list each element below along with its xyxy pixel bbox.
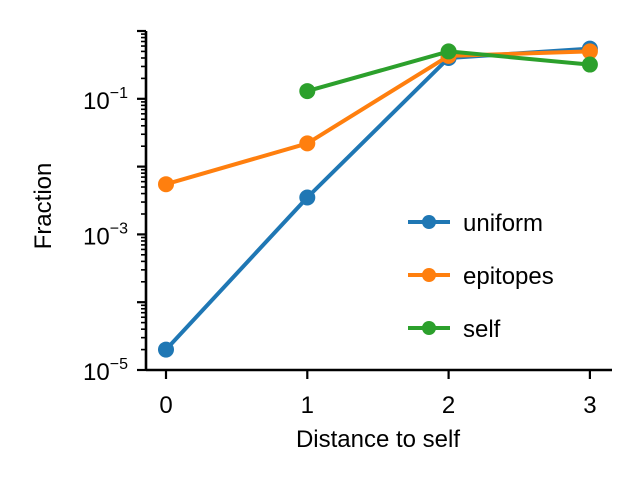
legend-item-epitopes: epitopes [408,263,554,290]
x-tick-label: 3 [583,392,596,419]
series-layer [158,40,598,358]
data-point-self [581,56,598,73]
x-axis-ticks: 0 1 2 3 [159,370,597,419]
legend-swatch-marker [422,321,436,335]
data-point-epitopes [581,43,598,60]
legend-label: self [463,316,501,343]
series-uniform [158,40,598,358]
data-point-epitopes [158,176,174,193]
x-axis-label: Distance to self [296,426,460,453]
series-self [299,43,598,100]
x-tick-label: 1 [301,392,314,419]
data-point-epitopes [299,135,316,152]
legend-swatch-marker [422,215,436,229]
y-axis-label: Fraction [30,163,57,250]
legend-label: uniform [463,210,543,237]
x-tick-label: 0 [159,392,172,419]
data-point-self [299,83,316,100]
y-axis-ticks: 10−5 10−3 10−1 [83,29,146,386]
series-epitopes [158,43,598,193]
legend-label: epitopes [463,263,554,290]
legend-swatch-marker [422,268,436,282]
series-line-uniform [164,46,591,351]
data-point-self [440,43,457,60]
series-line-epitopes [165,49,590,187]
legend-item-self: self [408,316,501,343]
y-tick-label: 10−1 [83,85,128,115]
data-point-uniform [299,189,316,206]
y-tick-label: 10−5 [83,356,128,386]
data-point-uniform [158,341,174,358]
y-tick-label: 10−3 [83,220,128,250]
x-tick-label: 2 [442,392,455,419]
legend-item-uniform: uniform [408,210,543,237]
axes [144,31,612,372]
legend: uniform epitopes self [408,210,554,343]
